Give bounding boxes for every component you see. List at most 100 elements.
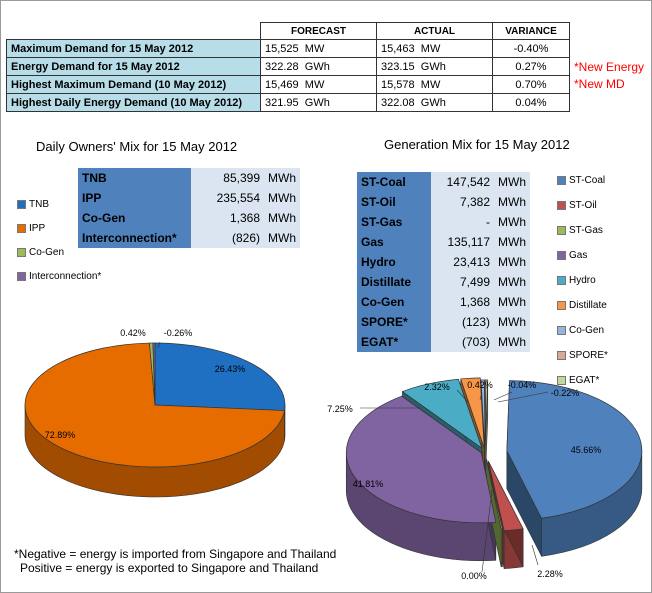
- legend-label: Gas: [569, 250, 588, 261]
- legend-item: Interconnection*: [17, 264, 101, 288]
- summary-row-label: Energy Demand for 15 May 2012: [6, 57, 261, 76]
- summary-header-row: FORECAST ACTUAL VARIANCE: [7, 22, 570, 40]
- gen-unit: MWh: [494, 272, 530, 292]
- gen-value: 1,368: [431, 292, 494, 312]
- leader-line: [479, 391, 483, 401]
- generation-row: EGAT* (703) MWh: [357, 332, 530, 352]
- generation-row: Hydro 23,413 MWh: [357, 252, 530, 272]
- generation-row: ST-Gas - MWh: [357, 212, 530, 232]
- gen-unit: MWh: [494, 312, 530, 332]
- owners-row: IPP 235,554 MWh: [78, 188, 300, 208]
- legend-swatch: [557, 376, 566, 385]
- gen-unit: MWh: [494, 292, 530, 312]
- legend-item: ST-Coal: [557, 168, 608, 193]
- header-blank: [7, 23, 261, 40]
- generation-row: SPORE* (123) MWh: [357, 312, 530, 332]
- gen-unit: MWh: [494, 212, 530, 232]
- generation-row: ST-Coal 147,542 MWh: [357, 172, 530, 192]
- legend-label: Co-Gen: [569, 325, 605, 336]
- legend-swatch: [557, 226, 566, 235]
- gen-value: (123): [431, 312, 494, 332]
- gen-name: Hydro: [357, 252, 431, 272]
- data-label: 2.32%: [424, 382, 450, 392]
- gen-value: 23,413: [431, 252, 494, 272]
- legend-item: EGAT*: [557, 368, 608, 393]
- owners-legend: TNB IPP Co-Gen Interconnection*: [17, 192, 101, 288]
- gen-unit: MWh: [494, 232, 530, 252]
- pie-slice-distillate: [460, 377, 485, 448]
- legend-label: SPORE*: [569, 350, 608, 361]
- data-label: 0.42%: [467, 380, 493, 390]
- data-label: 72.89%: [45, 430, 76, 440]
- data-label: 0.42%: [120, 328, 146, 338]
- summary-row: Highest Maximum Demand (10 May 2012) 15,…: [6, 75, 570, 94]
- legend-item: ST-Oil: [557, 193, 608, 218]
- legend-label: IPP: [29, 222, 46, 234]
- pie-slice-gas: [345, 395, 497, 524]
- owner-unit: MWh: [264, 168, 300, 188]
- gen-name: EGAT*: [357, 332, 431, 352]
- pie-slice-stgas: [486, 459, 503, 530]
- leader-line: [493, 391, 513, 401]
- owner-name: Interconnection*: [78, 228, 191, 248]
- gen-value: 135,117: [431, 232, 494, 252]
- gen-unit: MWh: [494, 192, 530, 212]
- forecast-cell: 15,469 MW: [260, 75, 377, 94]
- legend-swatch: [17, 223, 26, 233]
- legend-swatch: [17, 271, 26, 281]
- legend-swatch: [557, 176, 566, 185]
- data-label: 26.43%: [215, 364, 246, 374]
- header-actual: ACTUAL: [376, 22, 493, 40]
- gen-name: Co-Gen: [357, 292, 431, 312]
- gen-name: Gas: [357, 232, 431, 252]
- data-label: -0.04%: [508, 380, 537, 390]
- owners-mix-table: TNB 85,399 MWh IPP 235,554 MWh Co-Gen 1,368 MW…: [78, 168, 300, 248]
- legend-item: SPORE*: [557, 343, 608, 368]
- summary-row: Energy Demand for 15 May 2012 322.28 GWh…: [6, 57, 570, 76]
- forecast-cell: 322.28 GWh: [260, 57, 377, 76]
- pie-slice-interconnection: [152, 342, 156, 406]
- legend-label: Distillate: [569, 300, 607, 311]
- owner-name: Co-Gen: [78, 208, 191, 228]
- gen-value: (703): [431, 332, 494, 352]
- pie-slice-egat: [484, 379, 489, 450]
- demand-summary-table: FORECAST ACTUAL VARIANCE Maximum Demand …: [6, 22, 570, 112]
- summary-row-label: Maximum Demand for 15 May 2012: [6, 39, 261, 58]
- generation-pie-chart: 45.66% 2.28% 0.00% 41.81% 7.25% 2.32% 0.42% -0.…: [327, 377, 643, 581]
- legend-item: Co-Gen: [17, 240, 101, 264]
- legend-label: TNB: [29, 198, 49, 210]
- actual-cell: 15,578 MW: [376, 75, 493, 94]
- variance-cell: -0.40%: [492, 39, 570, 58]
- legend-swatch: [557, 276, 566, 285]
- summary-row-label: Highest Daily Energy Demand (10 May 2012…: [6, 93, 261, 112]
- legend-swatch: [17, 199, 26, 209]
- owner-unit: MWh: [264, 228, 300, 248]
- legend-item: Distillate: [557, 293, 608, 318]
- data-label: 2.28%: [537, 569, 563, 579]
- pie-slice-tnb: [154, 342, 286, 411]
- legend-swatch: [557, 201, 566, 210]
- legend-label: ST-Oil: [569, 200, 597, 211]
- gen-unit: MWh: [494, 252, 530, 272]
- legend-swatch: [557, 301, 566, 310]
- gen-name: ST-Gas: [357, 212, 431, 232]
- leader-line: [531, 544, 539, 566]
- legend-item: Co-Gen: [557, 318, 608, 343]
- footnote: *Negative = energy is imported from Sing…: [14, 547, 336, 575]
- header-forecast: FORECAST: [260, 22, 377, 40]
- leader-line: [157, 341, 161, 349]
- owner-name: TNB: [78, 168, 191, 188]
- pie-slice-stoil: [488, 461, 524, 532]
- forecast-cell: 15,525 MW: [260, 39, 377, 58]
- actual-cell: 322.08 GWh: [376, 93, 493, 112]
- variance-cell: 0.04%: [492, 93, 570, 112]
- variance-cell: 0.27%: [492, 57, 570, 76]
- generation-legend: ST-Coal ST-Oil ST-Gas Gas Hydro Distilla…: [557, 168, 608, 393]
- owner-name: IPP: [78, 188, 191, 208]
- owner-value: 85,399: [191, 168, 264, 188]
- owner-value: 1,368: [191, 208, 264, 228]
- new-md-note: *New MD: [574, 77, 625, 91]
- legend-item: Hydro: [557, 268, 608, 293]
- new-energy-note: *New Energy: [574, 60, 645, 74]
- pie-slice-hydro: [401, 378, 483, 450]
